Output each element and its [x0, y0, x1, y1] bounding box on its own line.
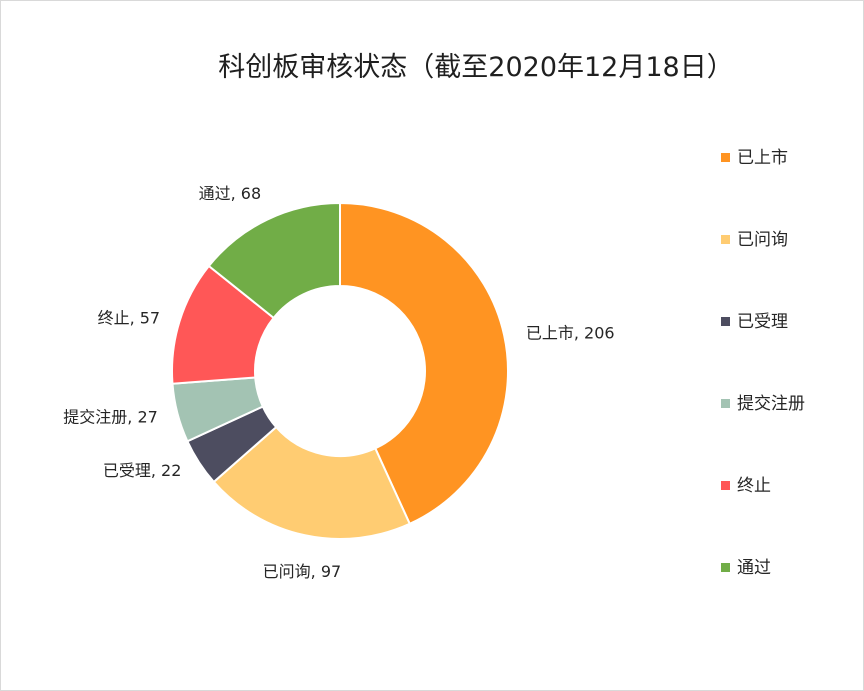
legend-label-submitted: 提交注册 — [737, 394, 805, 414]
data-label-inquired: 已问询, 97 — [263, 562, 342, 581]
legend-swatch-listed — [721, 153, 730, 162]
legend-swatch-accepted — [721, 317, 730, 326]
legend: 已上市 已问询 已受理 提交注册 终止 通过 — [721, 146, 805, 638]
slice-inquired — [212, 425, 412, 540]
legend-item-inquired: 已问询 — [721, 228, 805, 310]
legend-label-accepted: 已受理 — [737, 312, 788, 332]
legend-label-listed: 已上市 — [737, 148, 788, 168]
legend-item-listed: 已上市 — [721, 146, 805, 228]
chart-title: 科创板审核状态（截至2020年12月18日） — [218, 52, 734, 83]
legend-swatch-approved — [721, 563, 730, 572]
legend-item-accepted: 已受理 — [721, 310, 805, 392]
legend-swatch-inquired — [721, 235, 730, 244]
data-label-accepted: 已受理, 22 — [103, 461, 182, 480]
slice-listed — [339, 201, 509, 526]
legend-item-approved: 通过 — [721, 556, 805, 638]
legend-item-submitted: 提交注册 — [721, 392, 805, 474]
data-label-listed: 已上市, 206 — [526, 323, 615, 342]
data-label-approved: 通过, 68 — [199, 184, 262, 203]
legend-item-terminated: 终止 — [721, 474, 805, 556]
legend-swatch-terminated — [721, 481, 730, 490]
legend-swatch-submitted — [721, 399, 730, 408]
data-label-terminated: 终止, 57 — [98, 308, 161, 327]
data-label-submitted: 提交注册, 27 — [63, 408, 158, 427]
legend-label-approved: 通过 — [737, 558, 771, 578]
legend-label-inquired: 已问询 — [737, 230, 788, 250]
slice-approved — [207, 201, 341, 320]
legend-label-terminated: 终止 — [737, 476, 771, 496]
